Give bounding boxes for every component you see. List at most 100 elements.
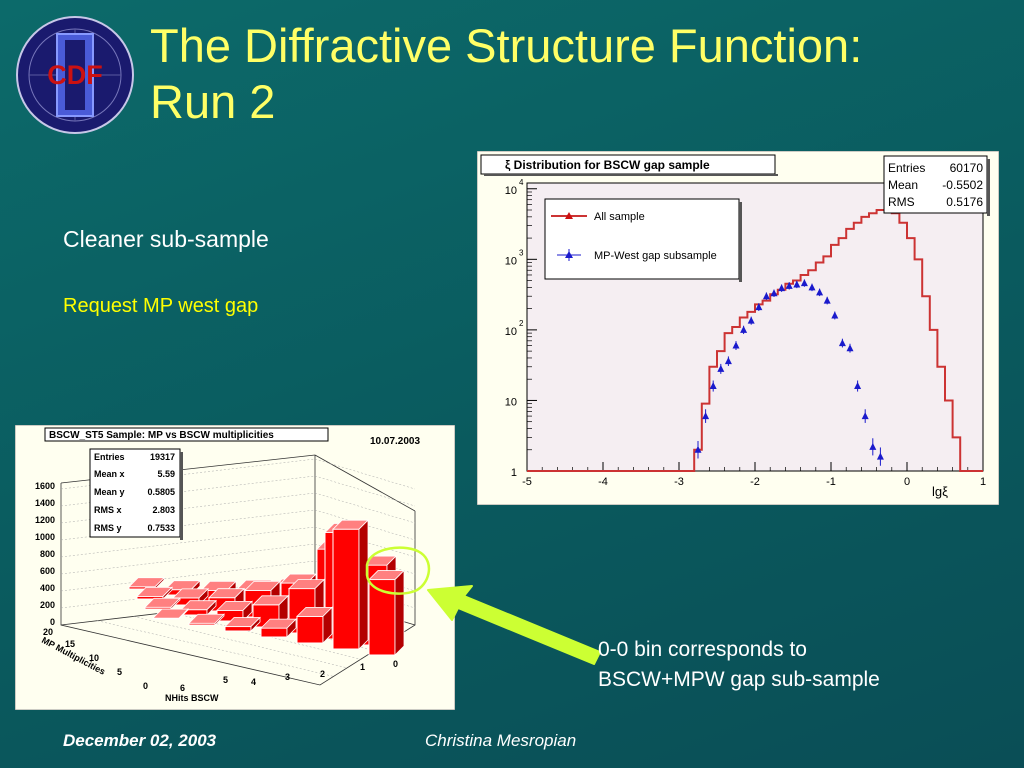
mpw-point [816, 288, 824, 296]
lego-bar-side [358, 519, 369, 650]
grid-line [60, 543, 316, 575]
grid-line [314, 475, 416, 507]
stat-label: Mean x [94, 469, 125, 479]
stat-label: Entries [888, 161, 925, 175]
lego-bar-side [170, 597, 181, 610]
grid-line [314, 492, 416, 524]
y-tick-label: 0 [143, 681, 148, 691]
y-tick-label: 20 [43, 627, 53, 637]
title-line-2: Run 2 [150, 75, 276, 128]
z-tick-label: 200 [40, 600, 55, 610]
xi-distribution-plot: ξ Distribution for BSCW gap sample -5 -4 -… [477, 151, 999, 505]
mpw-point [876, 452, 884, 460]
x-tick-label: -1 [826, 476, 836, 488]
y-tick-label: 1 [511, 467, 517, 479]
y-tick-label: 10 [505, 396, 517, 408]
floor-grid-line [133, 616, 348, 669]
y-tick-exponent: 3 [519, 248, 524, 257]
subtitle: Cleaner sub-sample [63, 226, 269, 252]
stat-value: 0.7533 [147, 523, 175, 533]
title-line-1: The Diffractive Structure Function: [150, 19, 863, 72]
footer-date: December 02, 2003 [63, 731, 217, 750]
mp-vs-bscw-lego-plot: BSCW_ST5 Sample: MP vs BSCW multipliciti… [15, 425, 455, 710]
mpw-point [854, 382, 862, 390]
grid-line [60, 458, 316, 490]
mpw-point [823, 296, 831, 304]
lego-bar-side [394, 569, 405, 656]
stat-value: 0.5176 [946, 195, 983, 209]
x-tick-label: -3 [674, 476, 684, 488]
plot2-date: 10.07.2003 [370, 436, 420, 447]
y-tick-exponent: 2 [519, 319, 524, 328]
mpw-point [793, 280, 801, 288]
mpw-point [709, 382, 717, 390]
x-tick-label: 0 [904, 476, 910, 488]
mpw-point [694, 445, 702, 453]
stat-value: 19317 [150, 452, 175, 462]
x-tick-label: 3 [285, 672, 290, 682]
x-tick-label: -2 [750, 476, 760, 488]
plot2-title: BSCW_ST5 Sample: MP vs BSCW multipliciti… [49, 430, 274, 441]
floor-grid-line [97, 620, 334, 677]
mpw-point [831, 311, 839, 319]
mpw-point [755, 303, 763, 311]
mpw-point [869, 442, 877, 450]
stat-label: RMS y [94, 523, 122, 533]
note-line-1: 0-0 bin corresponds to [598, 638, 807, 661]
mpw-point [702, 412, 710, 420]
x-tick-label: 6 [180, 683, 185, 693]
mpw-point [808, 283, 816, 291]
mpw-point [717, 364, 725, 372]
stat-value: -0.5502 [942, 178, 983, 192]
y-tick-label: 5 [117, 667, 122, 677]
x-axis-label: NHits BSCW [165, 693, 219, 703]
y-tick-label: 10 [505, 255, 517, 267]
plot1-title: ξ Distribution for BSCW gap sample [505, 158, 710, 172]
request-text: Request MP west gap [63, 295, 259, 317]
z-tick-label: 1400 [35, 498, 55, 508]
lego-bar [260, 627, 288, 638]
pointer-arrow [427, 585, 601, 665]
lego-bar [296, 615, 324, 644]
mpw-point [740, 325, 748, 333]
lego-bar [332, 528, 360, 650]
grid-line [60, 560, 316, 592]
stat-label: RMS [888, 195, 915, 209]
stat-label: Entries [94, 452, 125, 462]
note-line-2: BSCW+MPW gap sub-sample [598, 668, 880, 691]
x-tick-label: 1 [980, 476, 986, 488]
x-tick-label: -5 [522, 476, 532, 488]
x-tick-label: -4 [598, 476, 608, 488]
mpw-point [732, 341, 740, 349]
x-tick-label: 0 [393, 659, 398, 669]
mpw-point [778, 284, 786, 292]
z-tick-label: 0 [50, 617, 55, 627]
y-tick-label: 10 [505, 185, 517, 197]
z-tick-label: 1200 [35, 515, 55, 525]
legend-label: All sample [594, 211, 645, 223]
cdf-logo: CDF [16, 16, 134, 134]
grid-line [60, 509, 316, 541]
stat-label: Mean y [94, 487, 125, 497]
y-tick-label: 15 [65, 639, 75, 649]
bin-note: 0-0 bin corresponds to BSCW+MPW gap sub-… [598, 635, 880, 695]
mpw-point [785, 281, 793, 289]
lego-bar-side [322, 606, 333, 644]
mpw-point [861, 412, 869, 420]
highlight-circle [365, 546, 431, 595]
z-tick-label: 600 [40, 566, 55, 576]
lego-bar-side [286, 618, 297, 638]
lego-bar-side [206, 599, 217, 616]
z-tick-label: 800 [40, 549, 55, 559]
z-tick-label: 1600 [35, 481, 55, 491]
mpw-point [838, 339, 846, 347]
lego-bar-side [250, 616, 261, 632]
mpw-point [762, 292, 770, 300]
lego-bar [224, 626, 252, 632]
grid-line [314, 458, 416, 490]
mpw-point [747, 316, 755, 324]
grid-line [60, 475, 316, 507]
mpw-point [770, 289, 778, 297]
x-tick-label: 4 [251, 677, 256, 687]
stat-value: 5.59 [157, 469, 175, 479]
